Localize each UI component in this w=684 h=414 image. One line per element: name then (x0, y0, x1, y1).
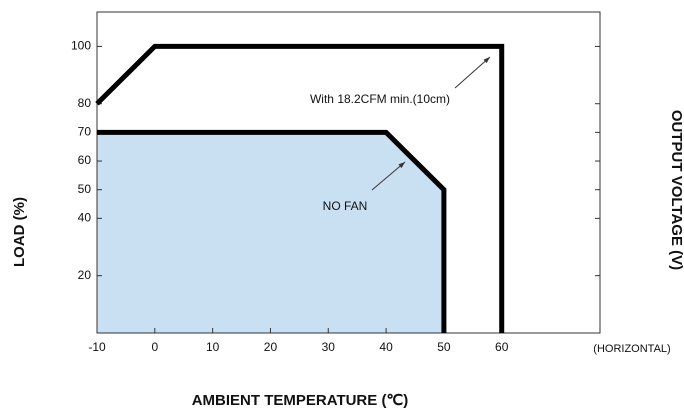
plot-frame (96, 11, 601, 334)
axis-note: (HORIZONTAL) (593, 343, 670, 355)
pointer (371, 161, 406, 191)
y-tick-label: 40 (78, 211, 92, 225)
x-axis-title: AMBIENT TEMPERATURE (℃) (192, 392, 409, 409)
x-tick-label: 40 (379, 340, 393, 354)
x-tick-label: 0 (151, 340, 158, 354)
series-label: With 18.2CFM min.(10cm) (310, 92, 450, 106)
x-tick-label: 10 (206, 340, 220, 354)
x-tick-label: 50 (437, 340, 451, 354)
y2-axis-title: OUTPUT VOLTAGE (V) (668, 110, 684, 270)
area (97, 132, 444, 333)
y-tick-label: 100 (71, 39, 91, 53)
pointer-head (483, 57, 490, 64)
y-tick-label: 80 (78, 96, 92, 110)
pointer-head (398, 162, 405, 169)
y-tick-label: 60 (78, 153, 92, 167)
x-tick-label: 30 (322, 340, 336, 354)
x-tick-label: -10 (88, 340, 106, 354)
x-tick-label: 60 (495, 340, 509, 354)
y-axis-title: LOAD (%) (11, 197, 28, 267)
series-label: NO FAN (323, 199, 368, 213)
y-tick-label: 20 (78, 268, 92, 282)
x-tick-label: 20 (264, 340, 278, 354)
pointer (454, 56, 491, 89)
line (97, 129, 447, 333)
y-tick-label: 70 (78, 125, 92, 139)
line (95, 43, 505, 333)
y-tick-label: 50 (78, 182, 92, 196)
